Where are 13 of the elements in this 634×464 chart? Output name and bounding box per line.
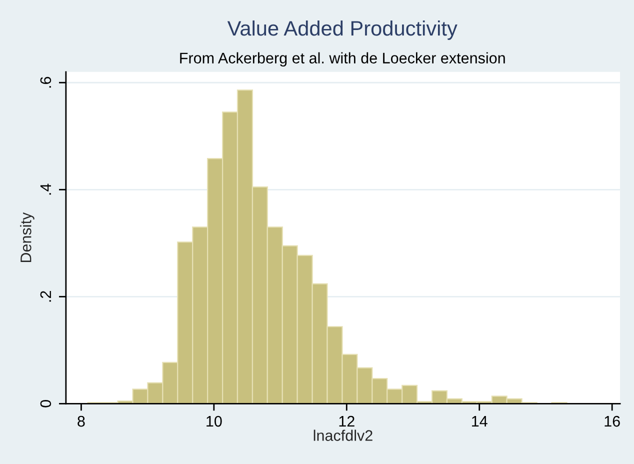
y-axis-title: Density <box>20 212 34 262</box>
y-tick-label: .4 <box>40 184 51 195</box>
chart-title: Value Added Productivity <box>227 20 458 40</box>
chart-subtitle: From Ackerberg et al. with de Loecker extension <box>180 52 505 67</box>
y-tick-label: 0 <box>40 400 52 408</box>
y-tick-label: .6 <box>40 76 52 88</box>
x-tick-label: 16 <box>604 416 620 427</box>
x-tick-label: 14 <box>472 416 488 427</box>
x-tick-label: 10 <box>206 416 222 427</box>
x-tick-label: 12 <box>339 416 354 427</box>
y-tick-label: .2 <box>40 291 51 302</box>
x-tick-label: 8 <box>78 416 85 427</box>
x-axis-title: lnacfdlv2 <box>314 430 372 441</box>
